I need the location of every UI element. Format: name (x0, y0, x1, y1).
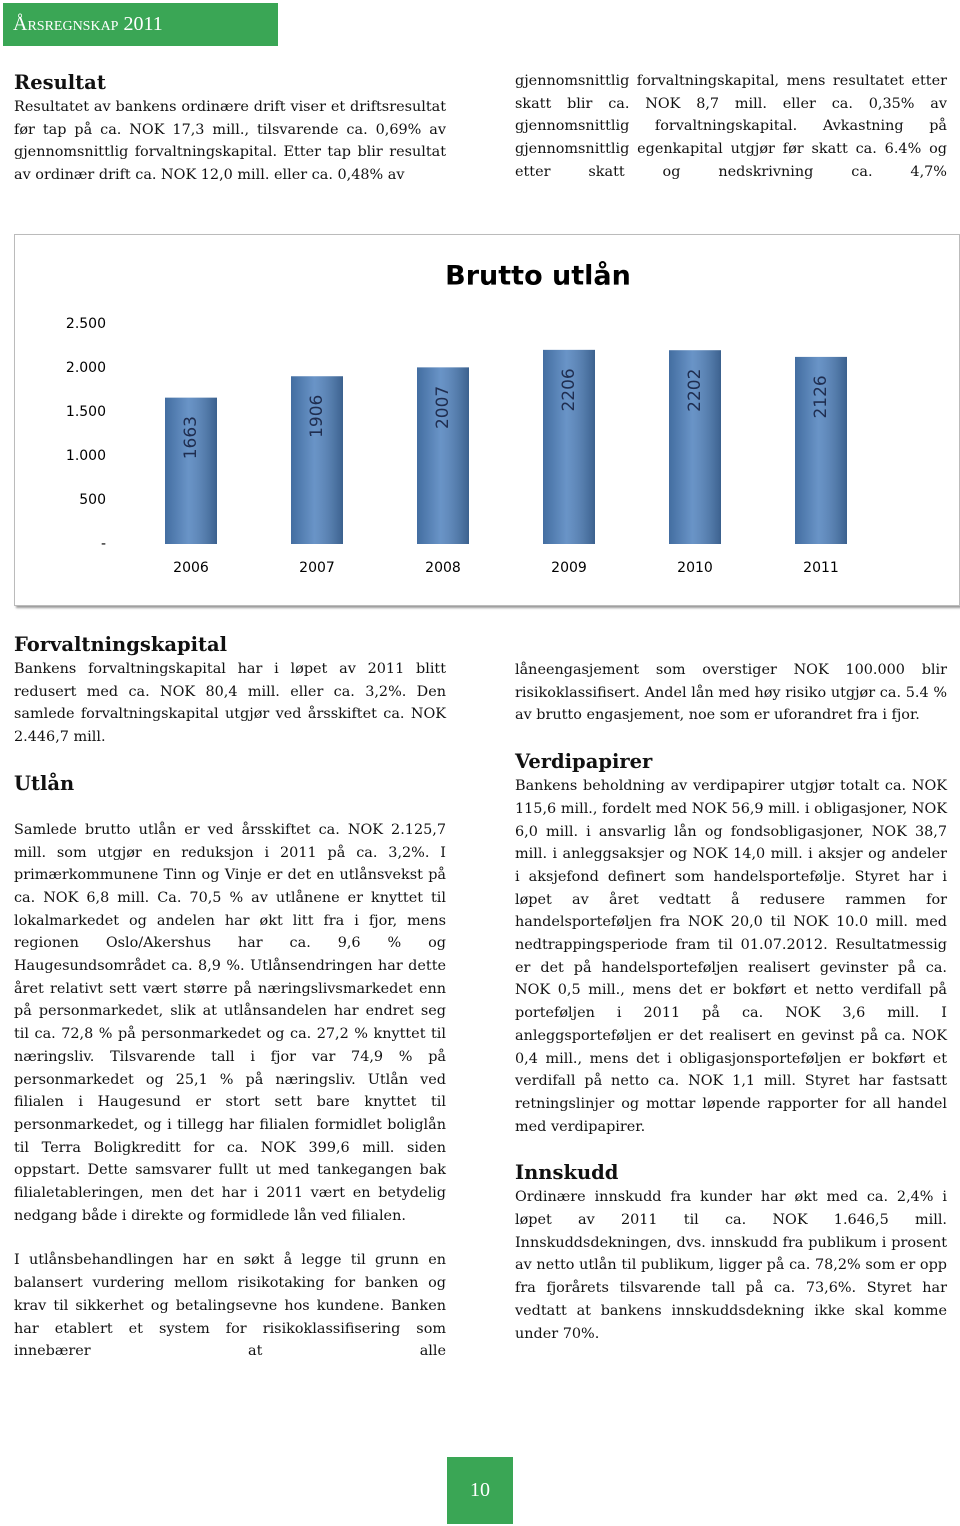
chart-title: Brutto utlån (445, 260, 631, 292)
right-column-top: gjennomsnittlig forvaltningskapital, men… (515, 70, 947, 184)
chart-box: Brutto utlån - 500 1.000 1.500 2.000 2.500 200… (14, 234, 960, 606)
y-tick-label: 1.000 (66, 448, 106, 464)
y-tick-label: 500 (79, 492, 106, 508)
paragraph: gjennomsnittlig forvaltningskapital, men… (515, 73, 947, 180)
page-number: 10 (447, 1457, 513, 1524)
data-label: 2007 (433, 386, 453, 429)
paragraph: Ordinære innskudd fra kunder har økt med… (515, 1189, 947, 1342)
y-tick-label: 2.000 (66, 360, 106, 376)
data-label: 2126 (811, 375, 831, 418)
y-tick-label: 2.500 (66, 316, 106, 332)
heading: Forvaltningskapital (14, 633, 228, 656)
paragraph: låneengasjement som overstiger NOK 100.0… (515, 662, 947, 724)
paragraph: Bankens beholdning av verdipapirer utgjø… (515, 778, 947, 1135)
left-column: Forvaltningskapital Bankens forvaltnings… (14, 632, 446, 1363)
header-title: Årsregnskap 2011 (3, 3, 278, 46)
data-label: 2202 (685, 369, 705, 412)
x-tick-label: 2010 (677, 560, 713, 576)
heading: Verdipapirer (515, 750, 653, 774)
chart: Brutto utlån - 500 1.000 1.500 2.000 2.500 200… (66, 260, 847, 576)
y-tick-label: 1.500 (66, 404, 106, 420)
paragraph: Resultatet av bankens ordinære drift vis… (14, 99, 446, 184)
right-column: låneengasjement som overstiger NOK 100.0… (515, 659, 947, 1345)
data-label: 1663 (181, 416, 201, 459)
heading: Innskudd (515, 1161, 619, 1185)
paragraph: I utlånsbehandlingen har en søkt å legge… (14, 1252, 446, 1360)
x-tick-label: 2009 (551, 560, 587, 576)
paragraph: Bankens forvaltningskapital har i løpet … (14, 661, 446, 746)
data-label: 2206 (559, 368, 579, 411)
x-tick-label: 2007 (299, 560, 335, 576)
paragraph: Samlede brutto utlån er ved årsskiftet c… (14, 821, 446, 1224)
x-tick-label: 2011 (803, 560, 839, 576)
x-tick-label: 2006 (173, 560, 209, 576)
heading: Resultat (14, 71, 106, 94)
left-column-top: Resultat Resultatet av bankens ordinære … (14, 70, 446, 187)
heading: Utlån (14, 771, 75, 795)
y-tick-label: - (101, 536, 106, 552)
data-label: 1906 (307, 395, 327, 438)
x-tick-label: 2008 (425, 560, 461, 576)
